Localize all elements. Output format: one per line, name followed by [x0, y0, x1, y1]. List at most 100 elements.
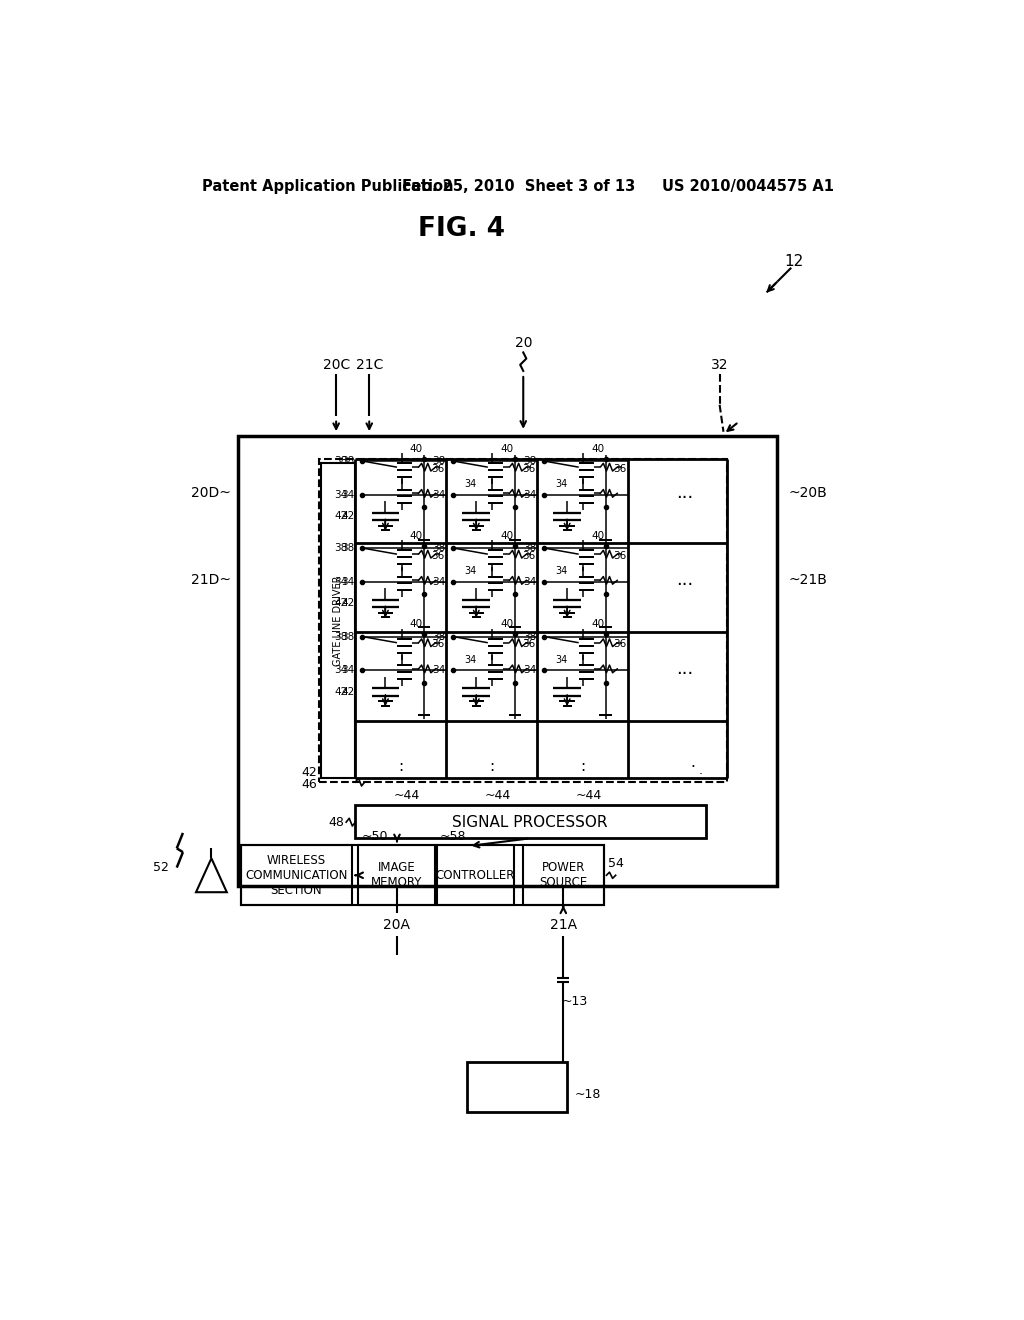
Text: 38: 38: [341, 455, 354, 466]
Text: 34: 34: [523, 577, 537, 587]
Text: 38: 38: [523, 631, 537, 642]
Text: 48: 48: [328, 816, 344, 829]
Text: 34: 34: [555, 566, 567, 576]
Text: ~21B: ~21B: [788, 573, 827, 587]
Text: 34: 34: [523, 490, 537, 500]
Text: 42: 42: [341, 686, 354, 697]
Text: :: :: [398, 759, 403, 775]
Text: 40: 40: [592, 619, 604, 630]
Text: 36: 36: [613, 550, 626, 561]
Text: ~44: ~44: [575, 788, 602, 801]
Bar: [355, 805, 706, 838]
Bar: [358, 845, 435, 906]
Text: 34: 34: [341, 665, 354, 676]
Text: 38: 38: [523, 455, 537, 466]
Text: 52: 52: [154, 861, 169, 874]
Text: 34: 34: [464, 566, 476, 576]
Text: 20C: 20C: [323, 358, 350, 372]
Text: 40: 40: [410, 531, 423, 541]
Text: SIGNAL PROCESSOR: SIGNAL PROCESSOR: [453, 814, 608, 830]
Text: 34: 34: [432, 490, 445, 500]
Text: ~20B: ~20B: [788, 486, 827, 500]
Text: 38: 38: [432, 631, 445, 642]
Text: US 2010/0044575 A1: US 2010/0044575 A1: [662, 180, 834, 194]
Text: 34: 34: [341, 577, 354, 587]
Text: :: :: [580, 759, 585, 775]
Text: .: .: [690, 755, 695, 771]
Text: 12: 12: [784, 253, 804, 269]
Text: ~44: ~44: [484, 788, 511, 801]
Text: ~18: ~18: [574, 1088, 601, 1101]
Text: 38: 38: [335, 455, 348, 466]
Text: 36: 36: [522, 639, 536, 649]
Text: 36: 36: [613, 463, 626, 474]
Text: 42: 42: [301, 766, 316, 779]
Text: 38: 38: [523, 543, 537, 553]
Text: 34: 34: [341, 490, 354, 500]
Text: :: :: [489, 759, 495, 775]
Text: 32: 32: [711, 358, 728, 372]
Text: 36: 36: [522, 463, 536, 474]
Text: CONTROLLER: CONTROLLER: [436, 869, 515, 882]
Text: 42: 42: [335, 511, 348, 521]
Text: 38: 38: [432, 543, 445, 553]
Text: ~44: ~44: [394, 788, 420, 801]
Text: 36: 36: [522, 550, 536, 561]
Bar: [437, 845, 514, 906]
Text: 36: 36: [431, 550, 444, 561]
Text: 46: 46: [301, 777, 316, 791]
Bar: [523, 845, 604, 906]
Bar: [239, 436, 777, 886]
Text: 34: 34: [555, 655, 567, 665]
Text: 34: 34: [555, 479, 567, 490]
Text: .: .: [705, 771, 709, 781]
Text: 40: 40: [501, 531, 514, 541]
Text: 40: 40: [410, 444, 423, 454]
Text: 36: 36: [613, 639, 626, 649]
Text: 38: 38: [341, 631, 354, 642]
Text: 21D~: 21D~: [190, 573, 230, 587]
Text: ~50: ~50: [361, 829, 388, 842]
Text: FIG. 4: FIG. 4: [418, 216, 505, 243]
Bar: [467, 1061, 567, 1111]
Text: ~13: ~13: [562, 995, 588, 1008]
Text: 40: 40: [410, 619, 423, 630]
Text: .: .: [698, 764, 702, 777]
Text: ...: ...: [676, 484, 693, 503]
Text: 36: 36: [431, 639, 444, 649]
Text: 38: 38: [341, 543, 354, 553]
Text: WIRELESS
COMMUNICATION
SECTION: WIRELESS COMMUNICATION SECTION: [245, 854, 347, 896]
Bar: [241, 845, 352, 906]
Bar: [321, 462, 355, 779]
Text: POWER
SOURCE: POWER SOURCE: [540, 861, 588, 890]
Text: 40: 40: [592, 531, 604, 541]
Text: ~58: ~58: [440, 829, 467, 842]
Bar: [241, 845, 604, 906]
Text: 34: 34: [432, 577, 445, 587]
Text: 21A: 21A: [550, 917, 577, 932]
Text: 38: 38: [335, 543, 348, 553]
Text: ...: ...: [676, 572, 693, 589]
Text: 20A: 20A: [383, 917, 411, 932]
Text: 40: 40: [592, 444, 604, 454]
Text: 36: 36: [431, 463, 444, 474]
Text: 34: 34: [335, 665, 348, 676]
Text: 42: 42: [335, 686, 348, 697]
Bar: [319, 459, 727, 781]
Text: 54: 54: [608, 857, 624, 870]
Text: 40: 40: [501, 444, 514, 454]
Text: 34: 34: [464, 655, 476, 665]
Text: 34: 34: [523, 665, 537, 676]
Text: 38: 38: [335, 631, 348, 642]
Text: 42: 42: [341, 511, 354, 521]
Text: 20D~: 20D~: [190, 486, 230, 500]
Text: 42: 42: [341, 598, 354, 609]
Text: 40: 40: [501, 619, 514, 630]
Text: 42: 42: [335, 598, 348, 609]
Text: GATE LINE DRIVER: GATE LINE DRIVER: [333, 576, 343, 665]
Text: Patent Application Publication: Patent Application Publication: [202, 180, 454, 194]
Text: 34: 34: [432, 665, 445, 676]
Text: 34: 34: [335, 490, 348, 500]
Text: 20: 20: [514, 337, 532, 350]
Text: Feb. 25, 2010  Sheet 3 of 13: Feb. 25, 2010 Sheet 3 of 13: [402, 180, 636, 194]
